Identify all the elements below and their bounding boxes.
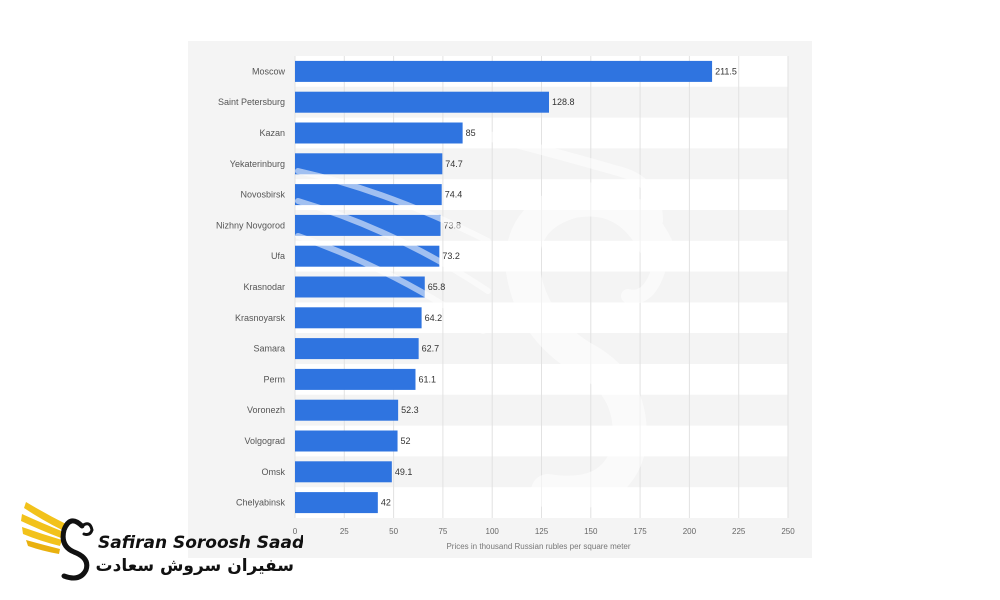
category-label: Moscow [252, 66, 286, 76]
chart-panel: Moscow 211.5 Saint Petersburg 128.8 Kazan 85 Y… [188, 41, 812, 558]
value-label: 64.2 [425, 313, 443, 323]
bar [295, 276, 425, 298]
bar [295, 184, 442, 206]
x-tick-label: 125 [535, 527, 549, 536]
category-label: Omsk [262, 467, 286, 477]
category-label: Novosbirsk [240, 190, 285, 200]
bar [295, 60, 713, 82]
x-tick-label: 50 [389, 527, 398, 536]
category-label: Voronezh [247, 405, 285, 415]
value-label: 49.1 [395, 467, 413, 477]
value-label: 128.8 [552, 97, 575, 107]
bar [295, 399, 399, 421]
value-label: 65.8 [428, 282, 446, 292]
x-axis-title: Prices in thousand Russian rubles per sq… [446, 542, 630, 551]
bar [295, 91, 549, 113]
value-label: 74.4 [445, 190, 463, 200]
x-tick-label: 225 [732, 527, 746, 536]
brand-name-en: Safiran Soroosh Saadat [98, 533, 303, 553]
wing-icon [21, 502, 66, 554]
x-tick-label: 175 [633, 527, 647, 536]
category-label: Yekaterinburg [230, 159, 285, 169]
value-label: 73.2 [442, 251, 460, 261]
x-tick-label: 150 [584, 527, 598, 536]
bar [295, 338, 419, 360]
bar [295, 430, 398, 452]
value-label: 85 [466, 128, 476, 138]
x-tick-label: 100 [486, 527, 500, 536]
x-tick-label: 0 [293, 527, 298, 536]
category-label: Krasnodar [243, 282, 285, 292]
x-tick-label: 25 [340, 527, 349, 536]
value-label: 42 [381, 498, 391, 508]
brand-logo: Safiran Soroosh Saadat سفیران سروش سعادت [21, 502, 303, 581]
value-label: 52 [401, 436, 411, 446]
value-label: 61.1 [418, 374, 436, 384]
category-label: Ufa [271, 251, 285, 261]
x-tick-label: 75 [438, 527, 447, 536]
brand-name-fa: سفیران سروش سعادت [96, 556, 294, 576]
category-label: Perm [263, 374, 285, 384]
bar [295, 153, 443, 175]
category-label: Chelyabinsk [236, 498, 286, 508]
x-tick-label: 250 [781, 527, 795, 536]
swan-s-icon [60, 518, 94, 581]
value-label: 211.5 [715, 66, 737, 76]
bar [295, 122, 463, 144]
value-label: 62.7 [422, 344, 440, 354]
bar [295, 492, 378, 514]
category-label: Nizhny Novgorod [216, 220, 285, 230]
swan-watermark [295, 131, 673, 510]
category-label: Kazan [259, 128, 285, 138]
bar [295, 307, 422, 329]
category-label: Krasnoyarsk [235, 313, 286, 323]
bar-chart: Moscow 211.5 Saint Petersburg 128.8 Kazan 85 Y… [216, 56, 795, 551]
category-label: Samara [253, 344, 285, 354]
value-label: 74.7 [445, 159, 463, 169]
value-label: 52.3 [401, 405, 419, 415]
bar [295, 461, 392, 483]
category-label: Volgograd [244, 436, 285, 446]
bar [295, 368, 416, 390]
category-label: Saint Petersburg [218, 97, 285, 107]
x-tick-label: 200 [683, 527, 697, 536]
